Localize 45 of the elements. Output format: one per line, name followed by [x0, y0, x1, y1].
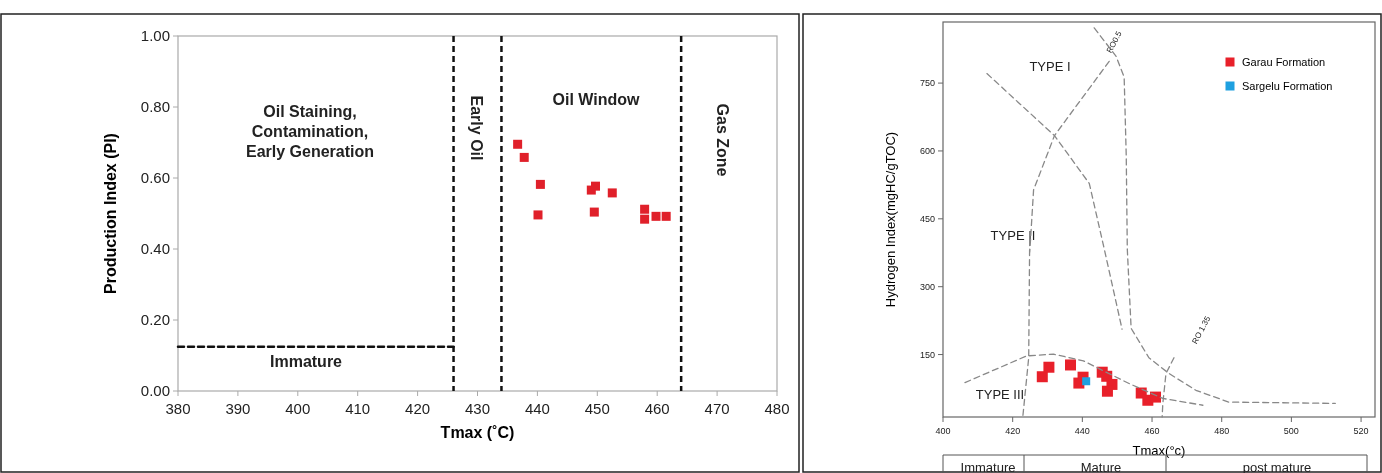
- x-axis-title: Tmax (˚C): [440, 424, 515, 441]
- x-tick-label: 470: [704, 400, 730, 417]
- x-tick-label: 390: [225, 400, 251, 417]
- x-tick-label: 420: [405, 400, 431, 417]
- x-tick-label: 420: [1005, 426, 1021, 436]
- x-tick-label: 380: [165, 400, 191, 417]
- legend-label: Sargelu Formation: [1242, 79, 1333, 92]
- annotation: Gas Zone: [714, 103, 732, 177]
- y-axis-title: Hydrogen Index(mgHC/gTOC): [883, 131, 898, 308]
- y-tick-label: 0.40: [140, 240, 170, 258]
- x-tick-label: 410: [345, 400, 371, 417]
- y-tick-label: 300: [919, 281, 935, 292]
- y-tick-label: 600: [919, 146, 935, 157]
- y-tick-label: 1.00: [140, 27, 170, 45]
- annotation: Oil Window: [552, 90, 641, 108]
- x-tick-label: 520: [1353, 426, 1369, 436]
- x-tick-label: 480: [1214, 426, 1230, 436]
- text: Mature: [1080, 459, 1122, 473]
- text: Immature: [960, 459, 1016, 473]
- annotation: RO 1.35: [1190, 314, 1213, 346]
- annotation: TYPE I: [1029, 58, 1071, 74]
- annotation: TYPE III: [975, 386, 1025, 402]
- y-tick-label: 150: [919, 349, 935, 360]
- x-tick-label: 500: [1283, 426, 1299, 436]
- x-tick-label: 480: [764, 400, 790, 417]
- y-tick-label: 0.60: [140, 169, 170, 187]
- y-tick-label: 0.20: [140, 311, 170, 329]
- x-tick-label: 400: [285, 400, 311, 417]
- y-axis-title: Production Index (PI): [102, 133, 119, 294]
- x-tick-label: 440: [1074, 426, 1090, 436]
- y-tick-label: 450: [919, 213, 935, 224]
- y-tick-label: 0.00: [140, 382, 170, 400]
- annotation: Early Oil: [468, 95, 486, 161]
- legend-label: Garau Formation: [1242, 55, 1326, 68]
- x-tick-label: 460: [1144, 426, 1160, 436]
- x-tick-label: 430: [464, 400, 491, 417]
- x-tick-label: 460: [644, 400, 670, 417]
- annotation: Oil Staining, Contamination, Early Generation: [245, 102, 375, 160]
- y-tick-label: 0.80: [140, 98, 170, 116]
- annotation: Immature: [269, 352, 343, 370]
- x-axis-title: Tmax(°c): [1132, 443, 1186, 458]
- x-tick-label: 450: [584, 400, 610, 417]
- y-tick-label: 750: [919, 78, 935, 89]
- x-tick-label: 400: [935, 426, 951, 436]
- x-tick-label: 440: [524, 400, 550, 417]
